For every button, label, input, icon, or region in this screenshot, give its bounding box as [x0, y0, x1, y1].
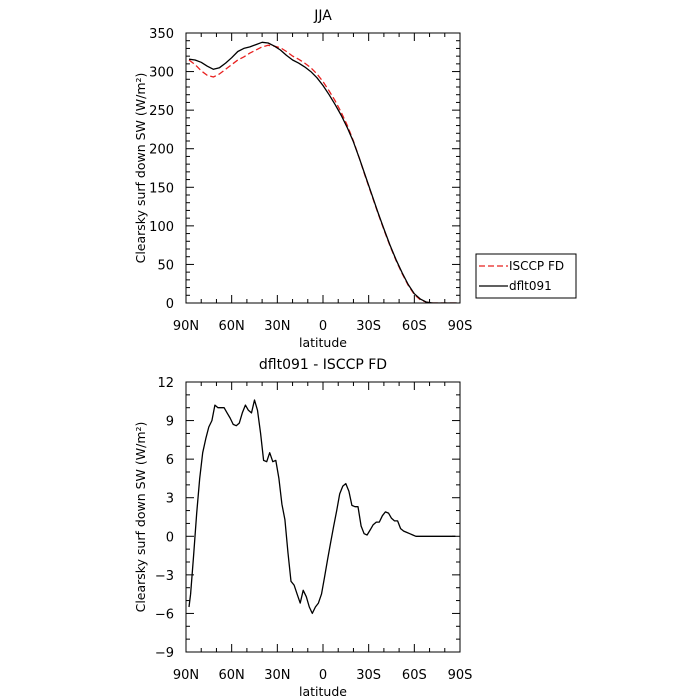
bottom-x-tick-label: 30N	[264, 668, 290, 683]
bottom-series-group	[188, 399, 456, 615]
top-series-group	[188, 41, 457, 303]
top-x-tick-label: 60S	[402, 319, 427, 334]
bottom-y-tick-label: −3	[155, 569, 174, 584]
legend-label: dflt091	[509, 279, 552, 293]
top-plot-frame	[185, 32, 461, 304]
top-series-line-isccp-fd	[188, 44, 457, 303]
top-y-axis-label: Clearsky surf down SW (W/m²)	[133, 73, 148, 264]
legend-label: ISCCP FD	[509, 259, 564, 273]
bottom-x-tick-label: 0	[319, 668, 327, 683]
bottom-series-line-0	[188, 399, 456, 615]
top-y-tick-label: 200	[149, 143, 174, 158]
top-x-tick-label: 60N	[219, 319, 245, 334]
top-y-tick-label: 100	[149, 220, 174, 235]
top-x-tick-label: 30N	[264, 319, 290, 334]
bottom-plot-frame	[185, 381, 461, 653]
top-y-tick-label: 50	[157, 258, 174, 273]
bottom-y-tick-label: 12	[157, 376, 174, 391]
bottom-x-tick-label: 90S	[448, 668, 473, 683]
top-y-tick-label: 350	[149, 27, 174, 42]
bottom-y-tick-label: 9	[166, 415, 174, 430]
bottom-y-tick-label: −9	[155, 646, 174, 661]
bottom-x-tick-label: 60S	[402, 668, 427, 683]
bottom-y-tick-label: 3	[166, 492, 174, 507]
bottom-x-tick-label: 30S	[356, 668, 381, 683]
bottom-y-tick-label: 6	[166, 453, 174, 468]
legend: ISCCP FD dflt091	[475, 253, 577, 299]
bottom-x-tick-label: 60N	[219, 668, 245, 683]
top-y-tick-label: 250	[149, 104, 174, 119]
top-x-tick-label: 0	[319, 319, 327, 334]
top-y-tick-label: 300	[149, 66, 174, 81]
top-panel: JJA 90N 60N 30N 0 30S 60S 90S 0 50 100 150 200 250 300…	[133, 8, 472, 350]
top-x-tick-label: 30S	[356, 319, 381, 334]
bottom-chart-title: dflt091 - ISCCP FD	[259, 357, 387, 373]
top-x-tick-label: 90N	[173, 319, 199, 334]
top-chart-title: JJA	[313, 8, 332, 24]
bottom-x-tick-label: 90N	[173, 668, 199, 683]
bottom-y-axis-label: Clearsky surf down SW (W/m²)	[133, 422, 148, 613]
bottom-panel: dflt091 - ISCCP FD 90N 60N 30N 0 30S 60S 90S −9 −…	[133, 357, 472, 699]
top-x-tick-label: 90S	[448, 319, 473, 334]
top-x-axis-label: latitude	[299, 335, 347, 350]
top-series-line-dflt091	[188, 41, 457, 303]
legend-box	[475, 253, 577, 299]
top-y-tick-label: 0	[166, 297, 174, 312]
top-y-tick-label: 150	[149, 181, 174, 196]
bottom-y-tick-label: −6	[155, 607, 174, 622]
bottom-x-axis-label: latitude	[299, 684, 347, 699]
bottom-y-tick-label: 0	[166, 530, 174, 545]
